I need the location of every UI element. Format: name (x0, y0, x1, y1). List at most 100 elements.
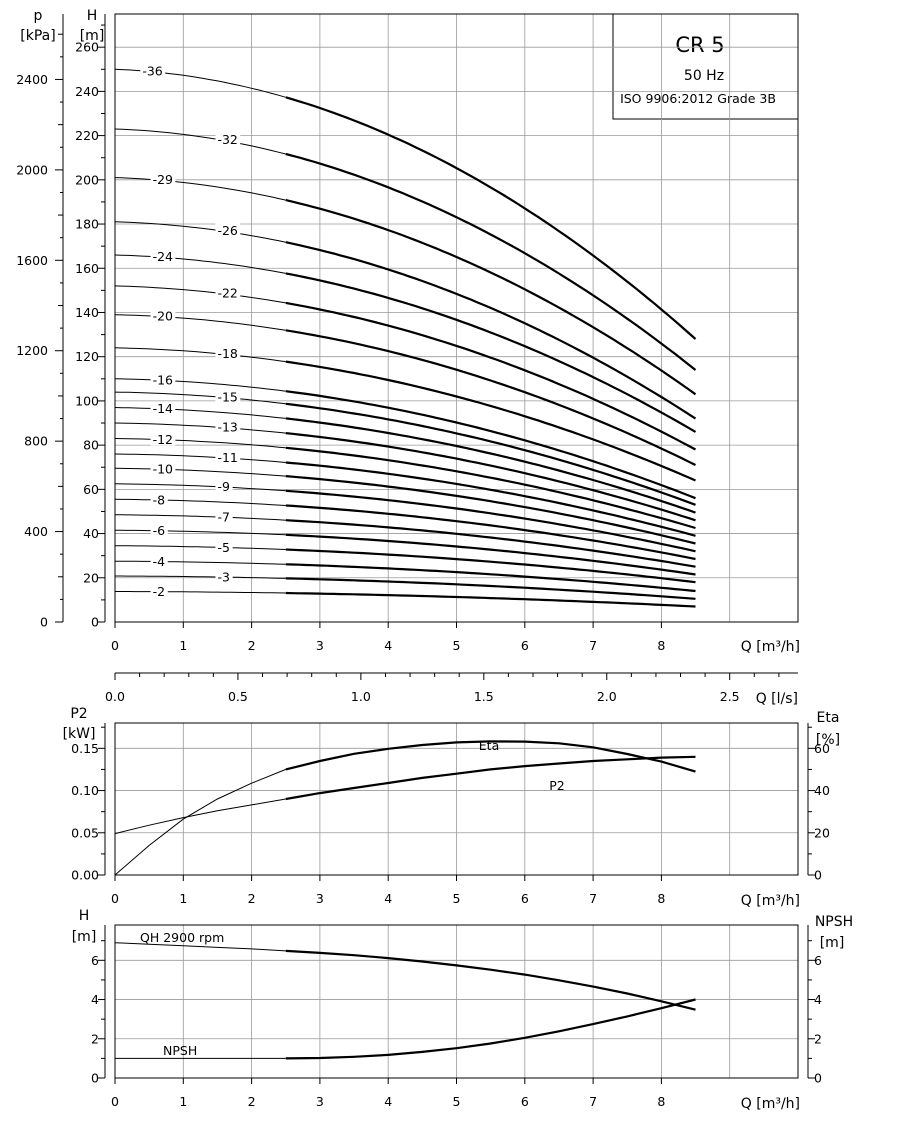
pressure-tick-label: 1200 (16, 343, 48, 358)
stage-curve-5-thin (114, 545, 286, 550)
power-axis-unit: [kW] (63, 726, 96, 742)
head-q-tick-label: 7 (589, 638, 597, 653)
npsh-curves (114, 942, 696, 1060)
np-q-tick-label: 5 (453, 1094, 461, 1109)
flow-ls-tick-label: 0.5 (228, 689, 248, 704)
npsh-chart: 0 2 4 6 0 2 4 6 0 1 2 3 4 5 6 7 8 H [m] NPSH [m] QH 29… (72, 908, 853, 1112)
power-efficiency-curves (114, 740, 696, 876)
pressure-axis-title: p (34, 8, 43, 24)
power-efficiency-chart: 0.00 0.05 0.10 0.15 0 20 40 60 0 1 2 3 4 5 6 7 8 P2 [k… (63, 706, 841, 909)
stage-label-bg (150, 372, 176, 386)
flow-ls-tick-label: 2.0 (597, 689, 617, 704)
stage-label-bg (215, 540, 233, 554)
flow-ls-axis: 0.0 0.5 1.0 1.5 2.0 2.5 Q [l/s] (105, 672, 798, 707)
efficiency-axis-unit: [%] (816, 732, 840, 748)
stage-curve-2 (285, 591, 696, 608)
head-h-tick-label: 80 (83, 438, 99, 453)
np-q-tick-label: 0 (111, 1094, 119, 1109)
npsh-tick-label: 6 (814, 953, 822, 968)
head-h-axis: 0 20 40 60 80 100 120 140 160 180 200 220 240 260 (75, 14, 106, 630)
stage-label-32: -32 (217, 132, 237, 147)
head-q-tick-label: 6 (521, 638, 529, 653)
stage-curve-7-thin (115, 514, 286, 521)
pressure-tick-label: 800 (24, 434, 48, 449)
npsh-h-axis-title: H (79, 908, 90, 924)
stage-curve-12 (285, 446, 696, 530)
npsh-curve-label: NPSH (163, 1043, 197, 1058)
pressure-tick-label: 1600 (16, 253, 48, 268)
stage-label-7: -7 (217, 510, 229, 525)
head-h-tick-label: 180 (75, 217, 99, 232)
stage-curve-2-thin (115, 591, 286, 594)
head-h-tick-label: 120 (75, 349, 99, 364)
power-axis-title: P2 (70, 706, 87, 722)
eta-curve (285, 740, 696, 773)
qh-curve-label: QH 2900 rpm (140, 930, 224, 945)
npsh-tick-label: 2 (814, 1031, 822, 1046)
power-efficiency-q-axis-label: Q [m³/h] (741, 893, 800, 909)
stage-curve-15 (285, 402, 696, 506)
stage-label-bg (150, 172, 176, 186)
flow-ls-ticks: 0.0 0.5 1.0 1.5 2.0 2.5 (105, 673, 780, 704)
pe-q-tick-label: 4 (384, 891, 392, 906)
stage-curve-6-thin (114, 529, 286, 536)
stage-curve-10-thin (114, 467, 286, 477)
pe-q-tick-label: 6 (521, 891, 529, 906)
stage-label-29: -29 (153, 172, 173, 187)
pe-q-tick-label: 7 (589, 891, 597, 906)
stage-curve-8-thin (114, 498, 286, 506)
stage-label-11: -11 (217, 450, 237, 465)
head-h-tick-label: 60 (83, 482, 99, 497)
stage-label-4: -4 (153, 554, 166, 569)
np-q-tick-label: 6 (521, 1094, 529, 1109)
efficiency-tick-label: 60 (814, 741, 830, 756)
stage-label-12: -12 (153, 432, 173, 447)
p2-curve (285, 755, 696, 801)
efficiency-axis: 0 20 40 60 (807, 723, 830, 883)
power-tick-label: 0.15 (71, 741, 99, 756)
stage-label-bg (150, 554, 168, 568)
flow-ls-axis-label: Q [l/s] (756, 691, 798, 707)
npsh-h-tick-label: 2 (91, 1031, 99, 1046)
stage-curve-6 (285, 533, 696, 576)
head-h-tick-label: 260 (75, 40, 99, 55)
head-q-tick-label: 0 (111, 638, 119, 653)
stage-label-6: -6 (153, 523, 166, 538)
stage-curve-12-thin (114, 438, 286, 449)
stage-label-bg (150, 492, 168, 506)
stage-label-14: -14 (153, 401, 173, 416)
head-chart: -36-32-29-26-24-22-20-18-16-15-14-13-12-… (16, 8, 800, 655)
stage-curve-26-thin (114, 221, 286, 243)
head-h-tick-label: 100 (75, 393, 99, 408)
head-h-tick-label: 20 (83, 570, 99, 585)
stage-label-2: -2 (153, 584, 165, 599)
stage-curve-14 (285, 417, 696, 514)
qh-curve-thin (114, 942, 286, 952)
power-tick-label: 0.00 (71, 868, 99, 883)
stage-curve-29-thin (114, 177, 286, 201)
pe-q-tick-label: 8 (657, 891, 665, 906)
stage-curve-14-thin (114, 407, 286, 419)
stage-label-22: -22 (217, 286, 237, 301)
stage-label-bg (215, 510, 233, 524)
stage-curve-7 (285, 519, 696, 568)
npsh-axis-unit: [m] (820, 935, 845, 951)
stage-label-bg (215, 479, 233, 493)
stage-label-9: -9 (217, 479, 230, 494)
stage-curve-9 (285, 489, 696, 553)
stage-label-26: -26 (217, 223, 237, 238)
stage-curve-20-thin (114, 314, 286, 331)
np-q-tick-label: 8 (657, 1094, 665, 1109)
np-q-tick-label: 7 (589, 1094, 597, 1109)
eta-curve-label: Eta (479, 738, 499, 753)
npsh-q-axis: 0 1 2 3 4 5 6 7 8 (111, 1078, 665, 1109)
head-axis-unit: [m] (80, 28, 105, 44)
stage-curve-32-thin (114, 128, 286, 155)
head-q-tick-label: 8 (657, 638, 665, 653)
efficiency-tick-label: 0 (814, 868, 822, 883)
head-q-tick-label: 3 (316, 638, 324, 653)
stage-label-bg (215, 389, 241, 403)
info-box-frame (612, 13, 799, 120)
stage-curve-18 (285, 360, 696, 482)
